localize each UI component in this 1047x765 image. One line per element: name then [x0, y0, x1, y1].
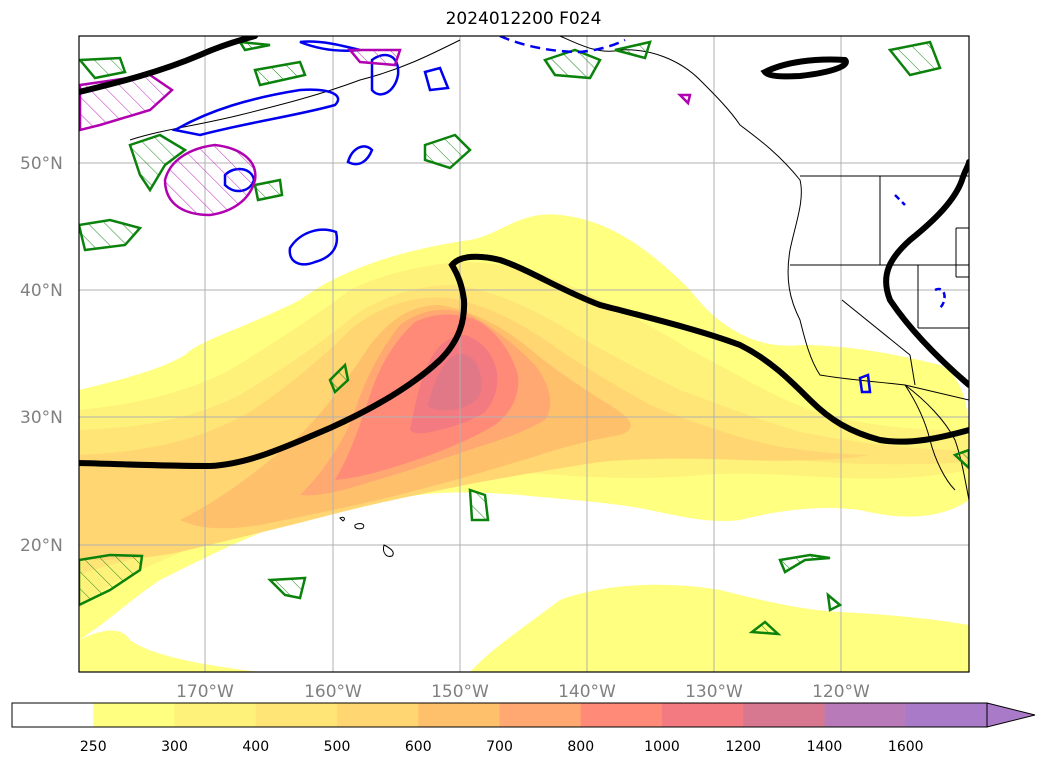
black-contour-main [79, 253, 969, 470]
colorbar-frame [11, 702, 988, 728]
black-contour-alaska [760, 56, 849, 80]
colorbar-label-1400: 1400 [807, 739, 843, 755]
colorbar-segment-0 [12, 703, 94, 727]
map-frame [78, 35, 970, 673]
lon-label-160w: 160°W [304, 682, 362, 702]
colorbar-segment-2 [174, 703, 257, 727]
lat-label-50: 50°N [20, 154, 63, 174]
lon-label-170w: 170°W [176, 682, 234, 702]
colorbar-label-700: 700 [486, 739, 513, 755]
latitude-labels: 50°N 40°N 30°N 20°N [20, 154, 63, 556]
ivt-contour-1200 [428, 354, 482, 410]
lat-label-20: 20°N [20, 536, 63, 556]
colorbar-label-400: 400 [242, 739, 269, 755]
height-contours [79, 36, 969, 470]
colorbar-label-1600: 1600 [888, 739, 924, 755]
colorbar-label-600: 600 [405, 739, 432, 755]
colorbar-extend-arrow [986, 702, 1036, 728]
colorbar-segment-3 [255, 703, 338, 727]
colorbar-label-1000: 1000 [644, 739, 680, 755]
colorbar-label-800: 800 [567, 739, 594, 755]
map-plot-area [79, 36, 969, 672]
lon-label-150w: 150°W [431, 682, 489, 702]
longitude-labels: 170°W 160°W 150°W 140°W 130°W 120°W [176, 682, 870, 702]
colorbar-label-500: 500 [324, 739, 351, 755]
colorbar-segments [12, 703, 988, 727]
ivt-contour-250-south [470, 584, 969, 672]
black-contour-north [79, 36, 258, 95]
green-contours [79, 40, 969, 636]
colorbar-segment-6 [499, 703, 582, 727]
political-boundaries [790, 175, 969, 401]
colorbar-segment-11 [905, 703, 988, 727]
colorbar-label-250: 250 [80, 739, 107, 755]
lat-label-40: 40°N [20, 281, 63, 301]
colorbar-segment-10 [824, 703, 907, 727]
colorbar-segment-7 [580, 703, 663, 727]
colorbar-segment-8 [662, 703, 744, 727]
ivt-contour-250-southwest [79, 630, 260, 672]
black-contour-east [883, 159, 969, 388]
lat-label-30: 30°N [20, 408, 63, 428]
map-title: 2024012200 F024 [445, 9, 602, 29]
colorbar-segment-9 [743, 703, 825, 727]
colorbar-segment-4 [337, 703, 419, 727]
colorbar-segment-1 [93, 703, 175, 727]
colorbar: 250 300 400 500 600 700 800 1000 1200 1400 1600 [11, 702, 1036, 755]
coastlines [129, 36, 969, 557]
lon-label-120w: 120°W [812, 682, 870, 702]
colorbar-tick-labels: 250 300 400 500 600 700 800 1000 1200 1400 1600 [80, 739, 924, 755]
colorbar-label-300: 300 [161, 739, 188, 755]
lon-label-130w: 130°W [685, 682, 743, 702]
colorbar-segment-5 [418, 703, 500, 727]
lon-label-140w: 140°W [558, 682, 616, 702]
colorbar-label-1200: 1200 [725, 739, 761, 755]
